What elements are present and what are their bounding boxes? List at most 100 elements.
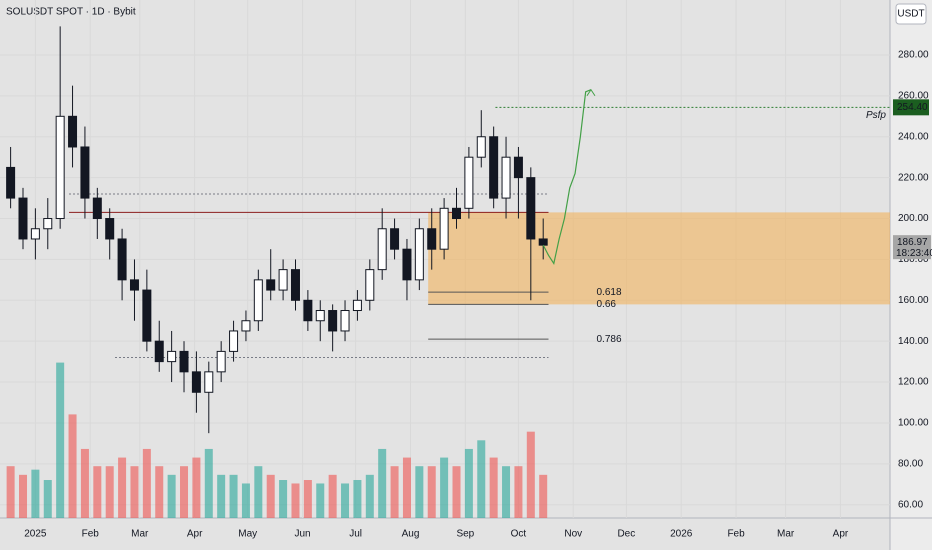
volume-bar bbox=[341, 483, 350, 518]
x-tick-label: Mar bbox=[131, 529, 149, 540]
y-tick-label: 80.00 bbox=[898, 458, 923, 469]
volume-bar bbox=[464, 448, 473, 518]
x-tick-label: Jun bbox=[295, 529, 311, 540]
candle-body bbox=[439, 207, 449, 250]
candle-body bbox=[526, 177, 536, 240]
x-tick-label: Dec bbox=[617, 529, 635, 540]
candle-body bbox=[513, 156, 523, 179]
currency-label[interactable]: USDT bbox=[897, 9, 924, 20]
candle-body bbox=[464, 156, 474, 209]
volume-bar bbox=[477, 440, 486, 518]
volume-bar bbox=[19, 474, 28, 518]
candle-body bbox=[377, 228, 387, 271]
volume-bar bbox=[514, 466, 523, 518]
candle-body bbox=[390, 228, 400, 250]
x-tick-label: Aug bbox=[402, 529, 420, 540]
volume-bar bbox=[440, 457, 449, 518]
volume-bar bbox=[539, 474, 548, 518]
volume-bar bbox=[303, 480, 312, 518]
volume-bar bbox=[266, 474, 275, 518]
candle-body bbox=[253, 279, 263, 322]
candle-body bbox=[43, 218, 53, 230]
candle-body bbox=[191, 371, 201, 393]
candle-body bbox=[266, 279, 276, 291]
candle-body bbox=[278, 269, 288, 291]
candle-body bbox=[452, 207, 462, 220]
volume-bar bbox=[229, 474, 238, 518]
currency-button[interactable] bbox=[895, 3, 927, 25]
volume-bar bbox=[56, 362, 65, 518]
candle-body bbox=[538, 238, 548, 246]
volume-bar bbox=[526, 431, 535, 518]
zone bbox=[428, 212, 890, 305]
y-tick-label: 260.00 bbox=[898, 91, 929, 102]
fib-label: 0.66 bbox=[597, 299, 617, 310]
volume-bar bbox=[291, 483, 300, 518]
candle-body bbox=[204, 371, 214, 393]
candle-body bbox=[427, 228, 437, 250]
volume-bar bbox=[68, 414, 77, 518]
volume-bar bbox=[155, 466, 164, 518]
volume-bar bbox=[31, 469, 40, 518]
price-tag-label: 254.40 bbox=[897, 102, 928, 113]
candle-body bbox=[476, 136, 486, 158]
countdown: 18:23:40 bbox=[896, 248, 932, 259]
candle-body bbox=[229, 330, 239, 352]
candle-body bbox=[154, 340, 164, 363]
volume-bar bbox=[105, 466, 114, 518]
candle-body bbox=[30, 228, 40, 240]
x-tick-label: 2025 bbox=[24, 529, 47, 540]
candle-body bbox=[55, 115, 65, 220]
candle-body bbox=[6, 166, 16, 199]
candle-body bbox=[489, 136, 499, 199]
candle-body bbox=[179, 350, 189, 373]
last-price-label: 186.97 bbox=[897, 237, 928, 248]
candle-body bbox=[303, 299, 313, 322]
candle-body bbox=[340, 310, 350, 332]
volume-bar bbox=[130, 466, 139, 518]
price-tag bbox=[893, 99, 929, 116]
candle-body bbox=[167, 350, 177, 363]
x-tick-label: Mar bbox=[777, 529, 795, 540]
candle-body bbox=[241, 320, 251, 332]
y-tick-label: 100.00 bbox=[898, 418, 929, 429]
candle-body bbox=[80, 146, 90, 199]
annotation: Psfp bbox=[866, 110, 886, 121]
candle-body bbox=[501, 156, 511, 199]
x-tick-label: 2026 bbox=[670, 529, 693, 540]
volume-bar bbox=[167, 474, 176, 518]
volume-bar bbox=[365, 474, 374, 518]
volume-bar bbox=[217, 474, 226, 518]
volume-bar bbox=[279, 480, 288, 518]
volume-bar bbox=[489, 457, 498, 518]
volume-bar bbox=[378, 448, 387, 518]
arrow-head bbox=[586, 88, 596, 97]
x-tick-label: Jul bbox=[349, 529, 362, 540]
volume-bar bbox=[204, 448, 213, 518]
x-tick-label: Apr bbox=[833, 529, 849, 540]
volume-bar bbox=[93, 466, 102, 518]
candle-body bbox=[92, 197, 102, 220]
volume-bar bbox=[118, 457, 127, 518]
volume-bar bbox=[328, 474, 337, 518]
candle-body bbox=[352, 299, 362, 312]
y-tick-label: 140.00 bbox=[898, 336, 929, 347]
last-price-tag bbox=[893, 235, 931, 260]
y-tick-label: 280.00 bbox=[898, 50, 929, 61]
projection bbox=[542, 89, 592, 266]
x-tick-label: Sep bbox=[456, 529, 474, 540]
volume-bar bbox=[43, 480, 52, 518]
volume-bar bbox=[192, 457, 201, 518]
candle-body bbox=[142, 289, 152, 342]
candle-body bbox=[68, 115, 78, 148]
volume-bar bbox=[502, 466, 511, 518]
candle-body bbox=[18, 197, 28, 240]
y-tick-label: 120.00 bbox=[898, 377, 929, 388]
candle-body bbox=[105, 218, 115, 240]
x-tick-label: Oct bbox=[511, 529, 527, 540]
fib-label: 0.618 bbox=[597, 287, 622, 298]
candle-body bbox=[216, 350, 226, 373]
x-tick-label: Nov bbox=[564, 529, 582, 540]
